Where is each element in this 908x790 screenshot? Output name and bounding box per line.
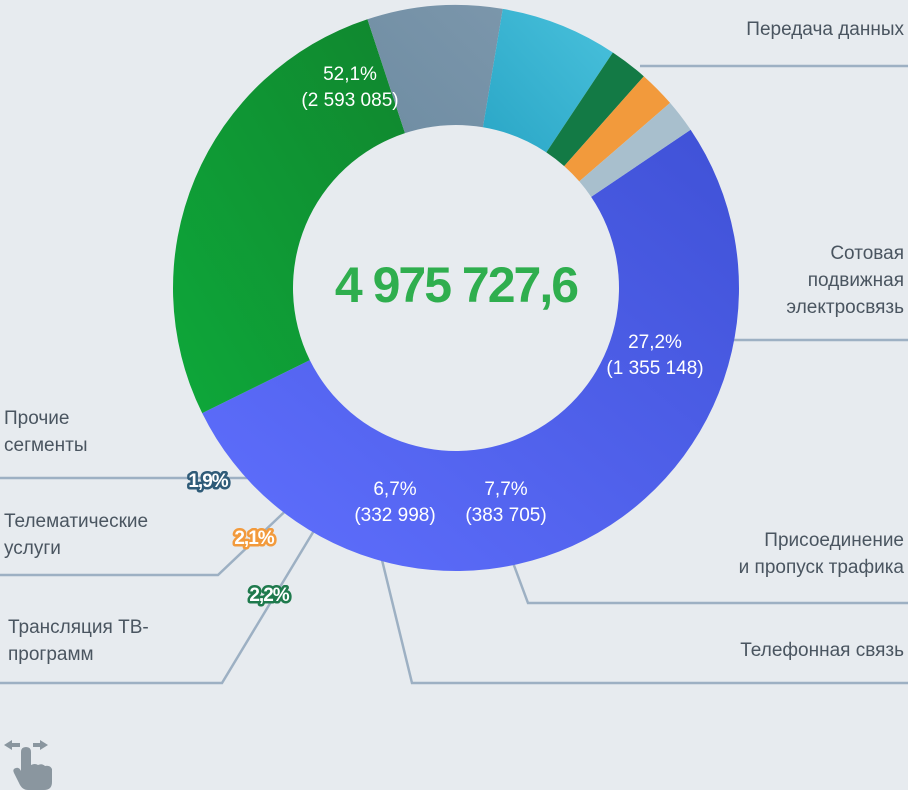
label-telematicheskie: Телематические услуги (4, 508, 148, 562)
label-line: услуги (4, 538, 61, 559)
small-percent-label: 2,2% (249, 585, 289, 606)
leader-translyatsiya (0, 523, 320, 685)
slice-percent-label: 6,7% (373, 479, 416, 500)
label-line: сегменты (4, 435, 88, 456)
label-sotovaya: Сотовая подвижная электросвязь (786, 240, 904, 321)
leader-lines (0, 64, 908, 685)
label-line: и пропуск трафика (738, 557, 904, 578)
label-peredacha-dannykh: Передача данных (746, 16, 904, 43)
slice-сотовая-подвижная-электросвязь (172, 19, 405, 414)
slice-labels: 52,1% (2 593 085) 27,2% (1 355 148) 7,7% (383… (186, 64, 704, 609)
label-translyatsiya: Трансляция ТВ- программ (8, 614, 149, 668)
small-percent-label: 1,9% (188, 471, 228, 492)
label-line: подвижная (807, 270, 904, 291)
swipe-hand-icon (4, 740, 53, 790)
label-line: Телематические (4, 511, 149, 532)
label-line: Прочие (4, 408, 70, 429)
label-line: Телефонная связь (740, 640, 904, 661)
slice-прочие-сегменты (579, 102, 691, 197)
label-prochie: Прочие сегменты (4, 405, 87, 459)
slice-value-label: (1 355 148) (606, 358, 703, 379)
label-line: Трансляция ТВ- (8, 617, 149, 638)
donut-slices (172, 4, 739, 571)
label-prisoedinenie: Присоединение и пропуск трафика (739, 527, 904, 581)
small-percent-label: 2,1% (234, 528, 274, 549)
label-telefonnaya: Телефонная связь (740, 637, 904, 664)
label-line: Сотовая (830, 243, 904, 264)
label-line: Присоединение (764, 530, 904, 551)
slice-передача-данных (202, 129, 739, 571)
slice-телематические-услуги (564, 76, 671, 182)
label-line: электросвязь (786, 297, 904, 318)
label-line: Передача данных (746, 19, 904, 40)
slice-value-label: (2 593 085) (301, 90, 398, 111)
slice-присоединение-и-пропуск-трафика (367, 4, 503, 134)
leader-telematicheskie (0, 499, 298, 577)
label-line: программ (8, 644, 94, 665)
slice-percent-label: 27,2% (628, 332, 682, 353)
slice-percent-label: 52,1% (323, 64, 377, 85)
slice-value-label: (332 998) (354, 505, 435, 526)
leader-prisoedinenie (510, 559, 908, 605)
leader-telefonnaya (380, 559, 908, 685)
total-value: 4 975 727,6 (335, 257, 577, 313)
slice-телефонная-связь (482, 8, 613, 153)
slice-value-label: (383 705) (465, 505, 546, 526)
slice-percent-label: 7,7% (484, 479, 527, 500)
slice-трансляция-тв-программ (546, 52, 644, 167)
